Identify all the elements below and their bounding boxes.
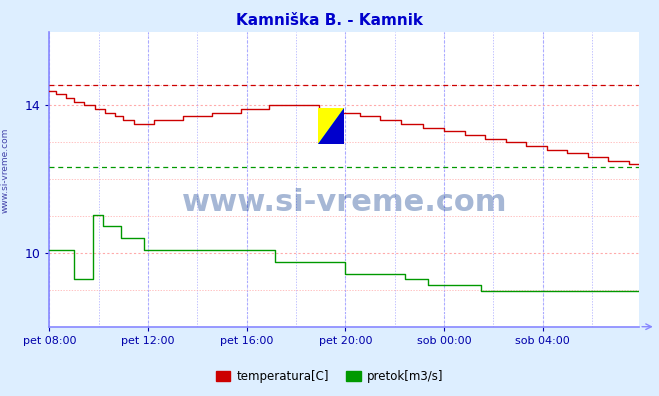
Text: www.si-vreme.com: www.si-vreme.com [182, 188, 507, 217]
Text: Kamniška B. - Kamnik: Kamniška B. - Kamnik [236, 13, 423, 28]
Legend: temperatura[C], pretok[m3/s]: temperatura[C], pretok[m3/s] [212, 366, 447, 388]
Text: www.si-vreme.com: www.si-vreme.com [1, 128, 10, 213]
Polygon shape [318, 109, 344, 144]
Polygon shape [318, 109, 344, 144]
